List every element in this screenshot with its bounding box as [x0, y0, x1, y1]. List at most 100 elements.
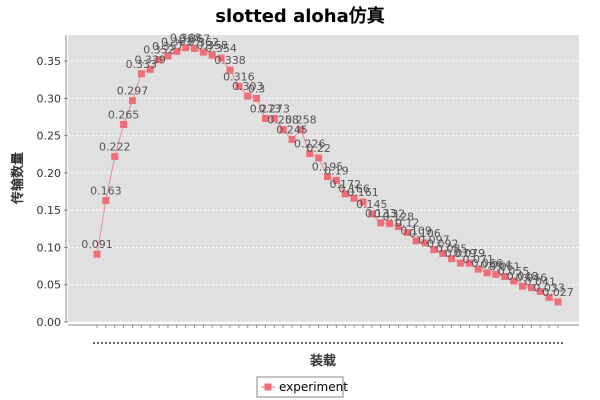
data-labels: 0.091 0.163 0.222 0.265 0.297 0.3330.3390.352…: [81, 32, 574, 299]
data-point: [403, 229, 411, 237]
data-label: 0.258: [267, 114, 299, 127]
data-label: 0.172: [329, 178, 361, 191]
data-point: [279, 126, 287, 134]
data-point: [386, 220, 394, 228]
data-label: 0.357: [152, 40, 184, 53]
data-point: [350, 194, 358, 202]
chart-title: slotted aloha仿真: [215, 5, 384, 27]
y-tick-label: 0.15: [37, 204, 62, 217]
data-point: [155, 56, 163, 64]
y-tick-label: 0.25: [37, 130, 62, 143]
data-label: 0.161: [347, 186, 379, 199]
data-point: [377, 219, 385, 227]
data-label: 0.092: [427, 237, 459, 250]
data-label: 0.055: [498, 265, 530, 278]
data-label: 0.22: [306, 142, 331, 155]
data-point: [270, 114, 278, 122]
legend: experiment: [256, 376, 348, 398]
data-label: 0.064: [480, 258, 512, 271]
x-axis: [68, 324, 579, 344]
data-label: 0.145: [356, 198, 388, 211]
data-point: [341, 190, 349, 198]
data-label: 0.041: [525, 275, 557, 288]
data-point: [199, 48, 207, 56]
data-label: 0.354: [205, 42, 237, 55]
data-label: 0.303: [232, 80, 264, 93]
data-label: 0.258: [285, 114, 317, 127]
data-point: [394, 223, 402, 231]
data-point: [253, 94, 261, 102]
series-experiment: [93, 44, 562, 306]
data-label: 0.358: [197, 39, 229, 52]
data-point: [191, 44, 199, 52]
data-point: [315, 154, 323, 162]
data-point: [456, 259, 464, 267]
data-point: [102, 196, 110, 204]
data-label: 0.106: [409, 227, 441, 240]
data-label: 0.265: [108, 108, 140, 121]
data-label: 0.097: [418, 234, 450, 247]
data-point: [359, 198, 367, 206]
data-point: [412, 237, 420, 245]
data-point: [545, 293, 553, 301]
data-point: [173, 47, 181, 55]
data-point: [208, 51, 216, 59]
data-label: 0.033: [533, 281, 565, 294]
data-label: 0.273: [250, 102, 282, 115]
data-label: 0.316: [223, 70, 255, 83]
data-label: 0.166: [338, 182, 370, 195]
data-point: [492, 270, 500, 278]
data-point: [448, 255, 456, 263]
data-label: 0.085: [436, 243, 468, 256]
y-tick-label: 0.35: [37, 55, 62, 68]
data-label: 0.027: [542, 286, 574, 299]
data-label: 0.367: [179, 32, 211, 45]
y-axis-label: 传输数量: [10, 152, 26, 205]
data-point: [146, 65, 154, 73]
data-label: 0.12: [395, 217, 420, 230]
data-label: 0.338: [214, 54, 246, 67]
y-tick-label: 0.30: [37, 92, 62, 105]
data-point: [554, 298, 562, 306]
data-point: [128, 97, 136, 105]
data-point: [288, 135, 296, 143]
data-label: 0.079: [445, 247, 477, 260]
data-point: [483, 269, 491, 277]
y-tick-label: 0.10: [37, 241, 62, 254]
data-point: [510, 277, 518, 285]
data-label: 0.091: [81, 238, 113, 251]
data-point: [137, 70, 145, 78]
data-label: 0.333: [126, 58, 158, 71]
data-label: 0.048: [507, 270, 539, 283]
data-label: 0.362: [188, 36, 220, 49]
data-label: 0.133: [365, 207, 397, 220]
data-point: [368, 210, 376, 218]
data-label: 0.222: [99, 141, 131, 154]
data-point: [474, 265, 482, 273]
x-axis-label: 装载: [309, 353, 336, 369]
data-point: [421, 239, 429, 247]
y-tick-label: 0.05: [37, 279, 62, 292]
data-point: [297, 126, 305, 134]
legend-box: [256, 376, 344, 398]
data-point: [244, 92, 252, 100]
data-label: 0.046: [516, 272, 548, 285]
data-label: 0.3: [248, 82, 266, 95]
data-point: [182, 44, 190, 52]
data-point: [439, 249, 447, 257]
data-point: [324, 173, 331, 181]
data-label: 0.079: [454, 247, 486, 260]
data-point: [527, 284, 535, 292]
data-point: [226, 66, 234, 74]
data-label: 0.226: [294, 138, 326, 151]
data-label: 0.352: [143, 44, 175, 57]
data-label: 0.273: [259, 102, 291, 115]
data-point: [519, 282, 527, 290]
data-point: [430, 246, 438, 254]
data-label: 0.132: [374, 208, 406, 221]
data-point: [111, 153, 119, 161]
data-label: 0.368: [170, 32, 202, 45]
data-point: [261, 114, 269, 122]
data-point: [536, 287, 544, 295]
